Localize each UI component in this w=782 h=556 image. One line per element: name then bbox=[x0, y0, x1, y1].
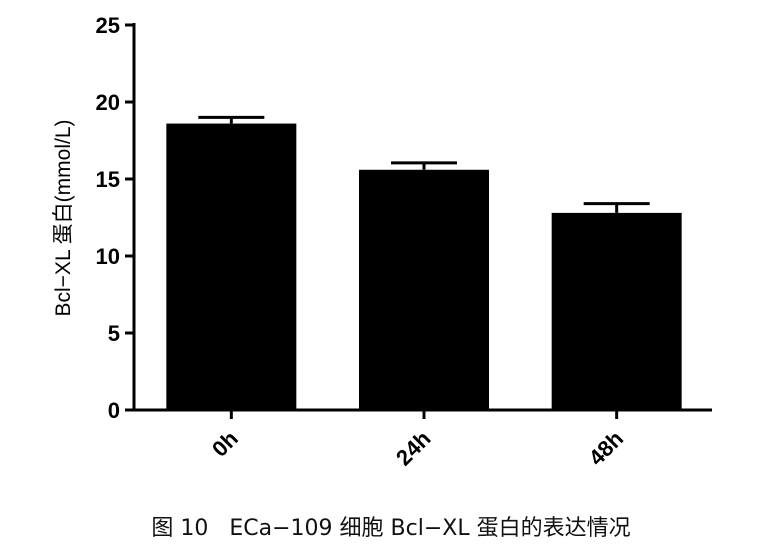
y-tick-label: 15 bbox=[96, 167, 120, 192]
bar bbox=[359, 169, 489, 410]
y-tick-label: 10 bbox=[96, 244, 120, 269]
y-tick-label: 20 bbox=[96, 90, 120, 115]
x-tick-label: 48h bbox=[584, 426, 628, 470]
bar bbox=[551, 212, 682, 410]
y-tick-label: 0 bbox=[108, 398, 120, 423]
x-tick-label: 0h bbox=[207, 426, 243, 462]
bar-chart: Bcl−XL 蛋白(mmol/L) 0 5 10 15 20 25 0h 24h 48h bbox=[52, 13, 712, 470]
x-tick-label: 24h bbox=[391, 426, 435, 470]
y-axis-title: Bcl−XL 蛋白(mmol/L) bbox=[52, 119, 75, 316]
y-tick-label: 25 bbox=[96, 13, 120, 38]
chart-marks: 0 5 10 15 20 25 0h 24h 48h bbox=[96, 13, 712, 470]
y-tick-label: 5 bbox=[108, 321, 120, 346]
figure-caption: 图 10 ECa−109 细胞 Bcl−XL 蛋白的表达情况 bbox=[151, 516, 631, 541]
bar bbox=[166, 123, 297, 410]
